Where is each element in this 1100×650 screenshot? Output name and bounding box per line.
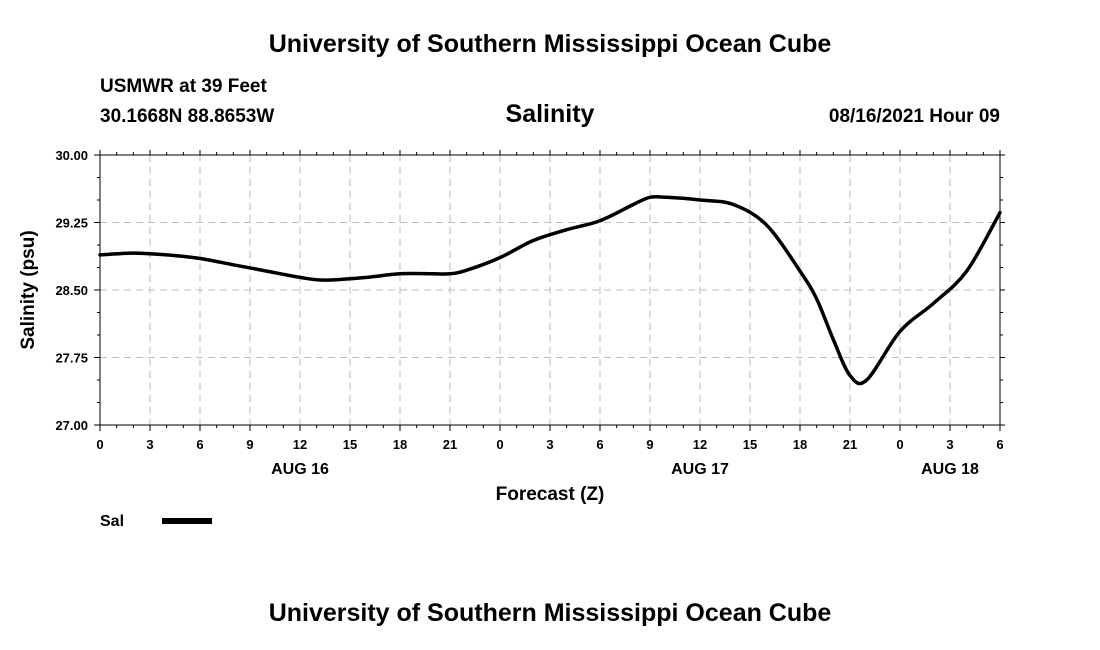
date-label: AUG 17 bbox=[671, 461, 729, 478]
forecast-datetime: 08/16/2021 Hour 09 bbox=[828, 106, 1000, 127]
x-tick-label: 21 bbox=[843, 437, 857, 452]
y-tick-label: 30.00 bbox=[55, 148, 88, 163]
coordinates-label: 30.1668N 88.8653W bbox=[100, 106, 275, 127]
date-label: AUG 18 bbox=[921, 461, 979, 478]
station-label: USMWR at 39 Feet bbox=[100, 76, 267, 97]
x-tick-label: 18 bbox=[793, 437, 807, 452]
footer-title: University of Southern Mississippi Ocean… bbox=[268, 599, 832, 627]
x-axis-label: Forecast (Z) bbox=[496, 484, 605, 505]
y-tick-label: 29.25 bbox=[55, 216, 88, 231]
series-line-sal bbox=[98, 194, 1002, 386]
y-tick-label: 27.75 bbox=[55, 351, 88, 366]
y-axis-label: Salinity (psu) bbox=[18, 230, 39, 349]
x-tick-label: 3 bbox=[546, 437, 553, 452]
x-tick-label: 3 bbox=[946, 437, 953, 452]
variable-title: Salinity bbox=[505, 100, 595, 128]
tick-labels: 0 3 6 9 12 15 18 21 0 3 6 9 12 15 18 21 0 3 6 27.00 27.75 28.… bbox=[55, 148, 1003, 478]
x-tick-label: 12 bbox=[293, 437, 307, 452]
x-tick-label: 0 bbox=[496, 437, 503, 452]
date-label: AUG 16 bbox=[271, 461, 329, 478]
x-tick-label: 6 bbox=[996, 437, 1003, 452]
legend-label-sal: Sal bbox=[100, 513, 124, 530]
x-tick-label: 9 bbox=[246, 437, 253, 452]
x-tick-label: 9 bbox=[646, 437, 653, 452]
y-tick-label: 27.00 bbox=[55, 418, 88, 433]
x-tick-label: 3 bbox=[146, 437, 153, 452]
x-tick-label: 18 bbox=[393, 437, 407, 452]
y-tick-label: 28.50 bbox=[55, 283, 88, 298]
x-tick-label: 21 bbox=[443, 437, 457, 452]
grid-lines bbox=[100, 155, 1000, 425]
x-tick-label: 0 bbox=[896, 437, 903, 452]
x-tick-label: 15 bbox=[743, 437, 757, 452]
x-tick-label: 12 bbox=[693, 437, 707, 452]
x-tick-label: 15 bbox=[343, 437, 357, 452]
x-tick-label: 6 bbox=[196, 437, 203, 452]
x-tick-label: 6 bbox=[596, 437, 603, 452]
chart-title: University of Southern Mississippi Ocean… bbox=[268, 30, 832, 58]
x-tick-label: 0 bbox=[96, 437, 103, 452]
plot-frame bbox=[99, 154, 1001, 426]
